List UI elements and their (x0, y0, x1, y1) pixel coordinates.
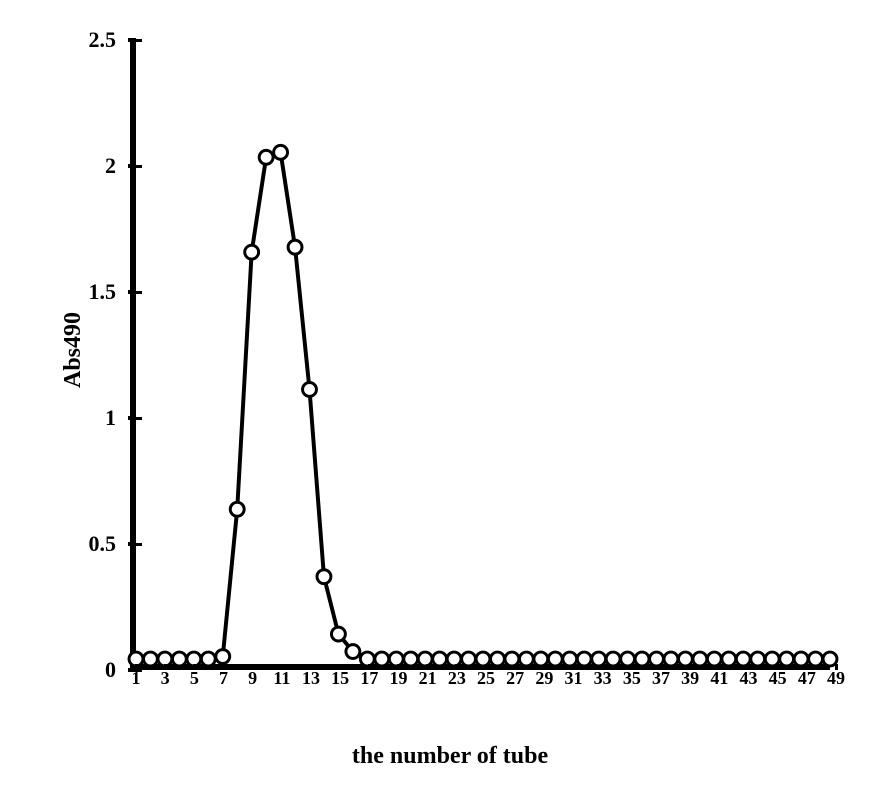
data-marker (144, 652, 158, 666)
y-tick (128, 290, 136, 294)
x-tick-label: 3 (161, 668, 170, 689)
data-marker (606, 652, 620, 666)
data-marker (288, 240, 302, 254)
x-tick-label: 39 (681, 668, 699, 689)
data-marker (462, 652, 476, 666)
x-tick-label: 25 (477, 668, 495, 689)
data-marker (635, 652, 649, 666)
plot-area: 00.511.522.51357911131517192123252729313… (130, 40, 830, 670)
x-tick-label: 15 (331, 668, 349, 689)
x-tick-label: 41 (710, 668, 728, 689)
y-tick-inner (136, 39, 142, 42)
data-marker (809, 652, 823, 666)
y-tick-label: 0.5 (89, 531, 117, 557)
x-tick-label: 21 (419, 668, 437, 689)
data-marker (216, 650, 230, 664)
data-marker (476, 652, 490, 666)
data-marker (577, 652, 591, 666)
data-marker (519, 652, 533, 666)
data-marker (375, 652, 389, 666)
data-marker (780, 652, 794, 666)
x-tick-label: 35 (623, 668, 641, 689)
x-tick-label: 43 (740, 668, 758, 689)
data-marker (491, 652, 505, 666)
data-marker (418, 652, 432, 666)
y-tick-inner (136, 543, 142, 546)
x-tick-label: 47 (798, 668, 816, 689)
data-marker (172, 652, 186, 666)
x-tick-label: 19 (390, 668, 408, 689)
x-tick-label: 49 (827, 668, 845, 689)
y-axis-label: Abs490 (60, 312, 87, 388)
data-marker (505, 652, 519, 666)
x-tick-label: 11 (273, 668, 290, 689)
data-marker (274, 145, 288, 159)
y-tick-inner (136, 291, 142, 294)
x-tick-label: 7 (219, 668, 228, 689)
x-tick-label: 31 (565, 668, 583, 689)
y-tick-label: 2 (105, 153, 116, 179)
x-tick-label: 37 (652, 668, 670, 689)
data-marker (201, 652, 215, 666)
data-marker (230, 502, 244, 516)
y-tick (128, 164, 136, 168)
x-tick-label: 45 (769, 668, 787, 689)
chart-svg (136, 40, 830, 664)
x-tick-label: 5 (190, 668, 199, 689)
x-axis-label: the number of tube (352, 743, 548, 770)
y-tick-label: 1.5 (89, 279, 117, 305)
data-marker (346, 645, 360, 659)
x-tick-label: 29 (535, 668, 553, 689)
data-marker (447, 652, 461, 666)
data-line (136, 152, 830, 659)
data-marker (259, 150, 273, 164)
x-tick-label: 13 (302, 668, 320, 689)
x-tick-label: 1 (132, 668, 141, 689)
data-marker (664, 652, 678, 666)
y-tick-inner (136, 165, 142, 168)
y-tick (128, 542, 136, 546)
x-tick-label: 33 (594, 668, 612, 689)
y-tick (128, 38, 136, 42)
x-tick-label: 27 (506, 668, 524, 689)
y-tick-label: 2.5 (89, 27, 117, 53)
data-marker (245, 245, 259, 259)
data-marker (303, 383, 317, 397)
y-tick-inner (136, 417, 142, 420)
y-tick-label: 0 (105, 657, 116, 683)
data-marker (722, 652, 736, 666)
x-tick-label: 23 (448, 668, 466, 689)
data-marker (433, 652, 447, 666)
y-tick (128, 416, 136, 420)
data-marker (751, 652, 765, 666)
chart-container: Abs490 00.511.522.5135791113151719212325… (60, 40, 840, 760)
x-tick-label: 9 (248, 668, 257, 689)
data-marker (404, 652, 418, 666)
data-marker (548, 652, 562, 666)
y-tick-label: 1 (105, 405, 116, 431)
x-tick-label: 17 (360, 668, 378, 689)
data-marker (317, 570, 331, 584)
data-marker (693, 652, 707, 666)
data-marker (331, 627, 345, 641)
